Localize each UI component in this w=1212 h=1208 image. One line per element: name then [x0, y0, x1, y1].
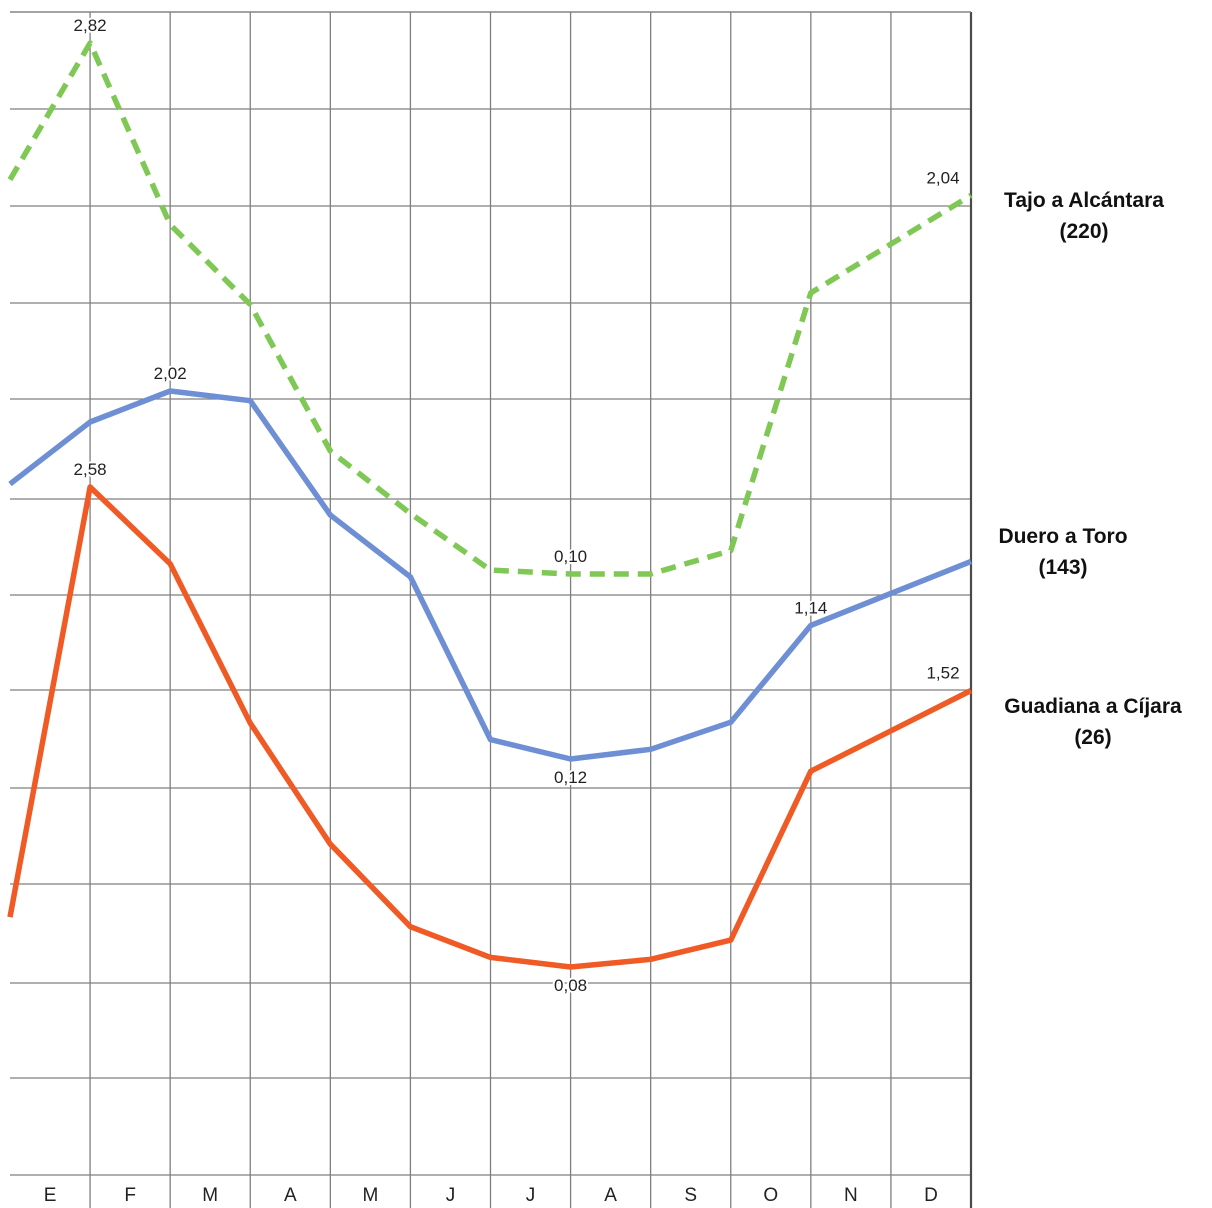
series-name-label: Guadiana a Cíjara [1004, 695, 1182, 718]
month-label: A [604, 1185, 617, 1206]
grid [10, 11, 973, 1208]
series-name-label: Tajo a Alcántara [1004, 189, 1164, 212]
data-label: 2,58 [74, 460, 107, 479]
month-label: S [684, 1185, 697, 1206]
series-line-1 [8, 388, 973, 762]
series-line-0 [7, 40, 973, 577]
series-line-2 [7, 484, 973, 970]
month-label: J [526, 1185, 536, 1206]
month-label: E [44, 1185, 57, 1206]
data-label: 2,02 [154, 364, 187, 383]
series-lines [7, 40, 973, 970]
data-labels: 2,82 0,10 2,04 2,02 0,12 1,14 2,58 0,08 1,52 [72, 14, 962, 997]
data-label: 0,08 [554, 976, 587, 995]
data-label: 1,14 [794, 598, 827, 617]
month-label: D [924, 1185, 938, 1206]
data-label: 2,04 [926, 168, 959, 187]
month-label: N [844, 1185, 858, 1206]
series-count-label: (220) [1059, 220, 1108, 243]
series-name-label: Duero a Toro [998, 525, 1127, 548]
series-count-label: (26) [1074, 726, 1111, 749]
month-label: M [202, 1185, 218, 1206]
series-name-labels: Tajo a Alcántara (220) Duero a Toro (143) Gu… [998, 189, 1182, 749]
data-label: 2,82 [74, 16, 107, 35]
month-label: M [362, 1185, 378, 1206]
data-label: 0,10 [554, 547, 587, 566]
month-label: F [124, 1185, 136, 1206]
month-label: J [446, 1185, 456, 1206]
month-label: A [284, 1185, 297, 1206]
series-count-label: (143) [1038, 556, 1087, 579]
month-label: O [763, 1185, 778, 1206]
data-label: 1,52 [926, 664, 959, 683]
data-label: 0,12 [554, 768, 587, 787]
